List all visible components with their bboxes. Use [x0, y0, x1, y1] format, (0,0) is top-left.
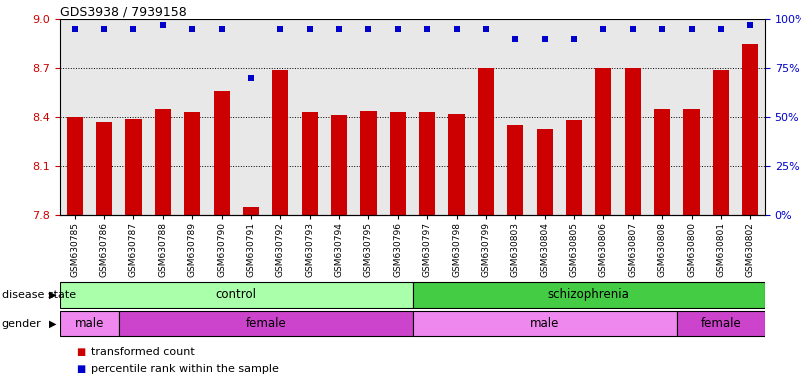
Text: disease state: disease state — [2, 290, 76, 300]
Bar — [743, 44, 759, 384]
Text: percentile rank within the sample: percentile rank within the sample — [91, 364, 279, 374]
Bar — [537, 129, 553, 384]
Text: control: control — [215, 288, 257, 301]
Bar — [595, 68, 611, 384]
Bar — [243, 207, 259, 384]
Bar — [331, 116, 347, 384]
Bar — [60, 311, 119, 336]
Bar — [126, 119, 142, 384]
Bar — [272, 70, 288, 384]
Text: schizophrenia: schizophrenia — [548, 288, 630, 301]
Bar — [677, 311, 765, 336]
Bar — [683, 109, 699, 384]
Text: female: female — [245, 317, 286, 330]
Text: ■: ■ — [76, 364, 86, 374]
Bar — [566, 121, 582, 384]
Bar — [713, 70, 729, 384]
Bar — [96, 122, 112, 384]
Bar — [419, 112, 435, 384]
Text: transformed count: transformed count — [91, 347, 195, 357]
Bar — [654, 109, 670, 384]
Bar — [66, 117, 83, 384]
Bar — [625, 68, 641, 384]
Text: ■: ■ — [76, 347, 86, 357]
Text: gender: gender — [2, 318, 42, 329]
Bar — [155, 109, 171, 384]
Bar — [214, 91, 230, 384]
Bar — [507, 125, 523, 384]
Bar — [478, 68, 494, 384]
Text: ▶: ▶ — [49, 318, 56, 329]
Text: male: male — [530, 317, 559, 330]
Text: male: male — [74, 317, 104, 330]
Bar — [119, 311, 413, 336]
Bar — [302, 112, 318, 384]
Bar — [449, 114, 465, 384]
Bar — [390, 112, 406, 384]
Text: ▶: ▶ — [49, 290, 56, 300]
Bar — [413, 282, 765, 308]
Bar — [413, 311, 677, 336]
Bar — [60, 282, 413, 308]
Bar — [360, 111, 376, 384]
Text: GDS3938 / 7939158: GDS3938 / 7939158 — [60, 5, 187, 18]
Bar — [184, 112, 200, 384]
Text: female: female — [701, 317, 741, 330]
